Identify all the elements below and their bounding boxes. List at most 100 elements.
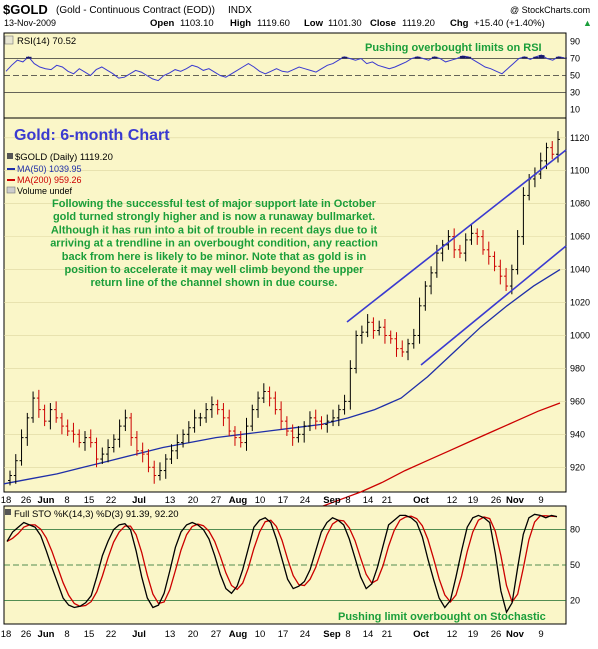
price-tick-label: 980 [570, 363, 585, 373]
x-tick-label: 24 [300, 495, 311, 506]
price-bar [129, 412, 134, 446]
price-bar [429, 266, 434, 295]
rsi-panel: 90 70 50 30 10 RSI(14) 70.52 Pushing overbou… [3, 32, 580, 119]
price-bar [227, 409, 232, 436]
price-bar [469, 225, 474, 245]
x-tick-label: 13 [165, 629, 176, 640]
open-label: Open [150, 18, 174, 29]
price-bar [31, 391, 36, 423]
legend-marker-icon [7, 153, 13, 159]
price-bar [452, 228, 457, 259]
price-legend: $GOLD (Daily) 1119.20 [15, 152, 113, 163]
date-label: 13-Nov-2009 [4, 18, 56, 28]
price-bar [342, 394, 347, 415]
price-tick-label: 1060 [570, 232, 590, 242]
price-bar [100, 447, 105, 464]
rsi-overbought-mark [341, 56, 348, 59]
price-bar [319, 416, 324, 430]
price-bar [261, 383, 266, 404]
x-tick-label: Nov [506, 629, 525, 640]
price-bar [457, 244, 462, 259]
price-bar [434, 244, 439, 278]
rsi-tick-label: 90 [570, 37, 580, 47]
price-bar [273, 391, 278, 415]
x-tick-label: 26 [21, 629, 32, 640]
price-bar [325, 414, 330, 433]
x-tick-label: 21 [382, 495, 393, 506]
price-bar [296, 426, 301, 443]
stochastic-panel: 80 50 20 Full STO %K(14,3) %D(3) 91.39, 92… [3, 505, 580, 625]
chart-title: Gold: 6-month Chart [14, 127, 170, 144]
x-tick-label: 9 [538, 495, 543, 506]
price-tick-label: 1120 [570, 133, 589, 143]
x-tick-label: 24 [300, 629, 311, 640]
price-bar [481, 230, 486, 255]
x-tick-label: 8 [64, 495, 69, 506]
x-tick-label: 8 [64, 629, 69, 640]
price-bar [77, 429, 82, 448]
x-tick-label: Jul [132, 495, 146, 506]
x-tick-label: 14 [363, 495, 374, 506]
price-bar [238, 431, 243, 448]
sto-k-line [6, 513, 558, 614]
price-bar [411, 328, 416, 349]
price-bar [382, 319, 387, 344]
price-bar [186, 421, 191, 443]
price-bar [406, 338, 411, 361]
close-value: 1119.20 [402, 18, 435, 29]
x-tick-label: 27 [211, 495, 222, 506]
x-tick-label: 8 [345, 629, 350, 640]
ma50-legend: MA(50) 1039.95 [17, 164, 82, 174]
price-bar [59, 412, 64, 435]
price-bar [279, 401, 284, 430]
price-bar [198, 412, 203, 427]
sto-tick-label: 80 [570, 525, 580, 535]
channel-lower-line [420, 245, 567, 366]
price-bar [313, 409, 318, 430]
price-tick-label: 920 [570, 462, 585, 472]
price-bar [463, 233, 468, 262]
rsi-tick-label: 30 [570, 88, 580, 98]
price-panel: 1120110010801060104010201000980960940920… [3, 117, 590, 534]
price-bar [515, 230, 520, 275]
price-bar [307, 411, 312, 432]
price-bar [152, 460, 157, 484]
price-bar [181, 429, 186, 448]
volume-legend-swatch [6, 186, 16, 194]
price-bar [169, 444, 174, 464]
sto-legend: Full STO %K(14,3) %D(3) 91.39, 92.20 [14, 509, 179, 520]
price-bar [204, 403, 209, 423]
price-bar [215, 399, 220, 415]
rsi-overbought-mark [460, 55, 466, 59]
commentary-line: position to accelerate it may well climb… [65, 264, 365, 276]
rsi-annotation: Pushing overbought limits on RSI [365, 42, 542, 54]
price-tick-label: 1000 [570, 330, 590, 340]
price-bar [475, 228, 480, 245]
price-bar [123, 409, 128, 432]
price-bar [348, 360, 353, 410]
price-bar [359, 325, 364, 344]
price-bar [394, 332, 399, 357]
price-bar [42, 404, 47, 427]
price-bar [504, 267, 509, 291]
x-tick-label: 26 [491, 629, 502, 640]
price-tick-label: 1080 [570, 199, 590, 209]
rsi-overbought-mark [533, 56, 539, 59]
rsi-overbought-mark [522, 56, 528, 59]
price-tick-label: 1100 [570, 166, 589, 176]
x-tick-label: 14 [363, 629, 374, 640]
rsi-overbought-mark [26, 56, 32, 59]
x-axis-bottom: 18 26 Jun 8 15 22 Jul 13 20 27 Aug 10 17 24 Sep 8 14 21 Oc… [1, 629, 544, 640]
price-bar [250, 404, 255, 432]
sto-annotation: Pushing limit overbought on Stochastic [338, 611, 546, 623]
chart-header: $GOLD (Gold - Continuous Contract (EOD))… [3, 2, 592, 29]
x-tick-label: 18 [1, 629, 12, 640]
price-tick-label: 1020 [570, 298, 590, 308]
x-tick-label: 22 [106, 495, 117, 506]
price-bar [94, 437, 99, 468]
rsi-y-axis: 90 70 50 30 10 [570, 37, 580, 115]
price-bar [163, 454, 168, 479]
x-tick-label: 15 [84, 629, 95, 640]
sto-d-line [6, 515, 558, 607]
price-bar [498, 259, 503, 285]
